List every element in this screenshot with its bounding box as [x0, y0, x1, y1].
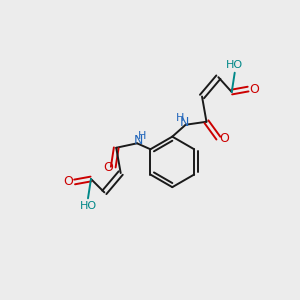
Text: HO: HO	[80, 201, 97, 211]
Text: O: O	[219, 132, 229, 145]
Text: O: O	[249, 82, 259, 96]
Text: N: N	[134, 134, 143, 147]
Text: H: H	[176, 112, 184, 123]
Text: O: O	[64, 176, 74, 188]
Text: O: O	[103, 160, 113, 174]
Text: H: H	[138, 131, 147, 141]
Text: HO: HO	[226, 60, 243, 70]
Text: N: N	[179, 116, 189, 129]
